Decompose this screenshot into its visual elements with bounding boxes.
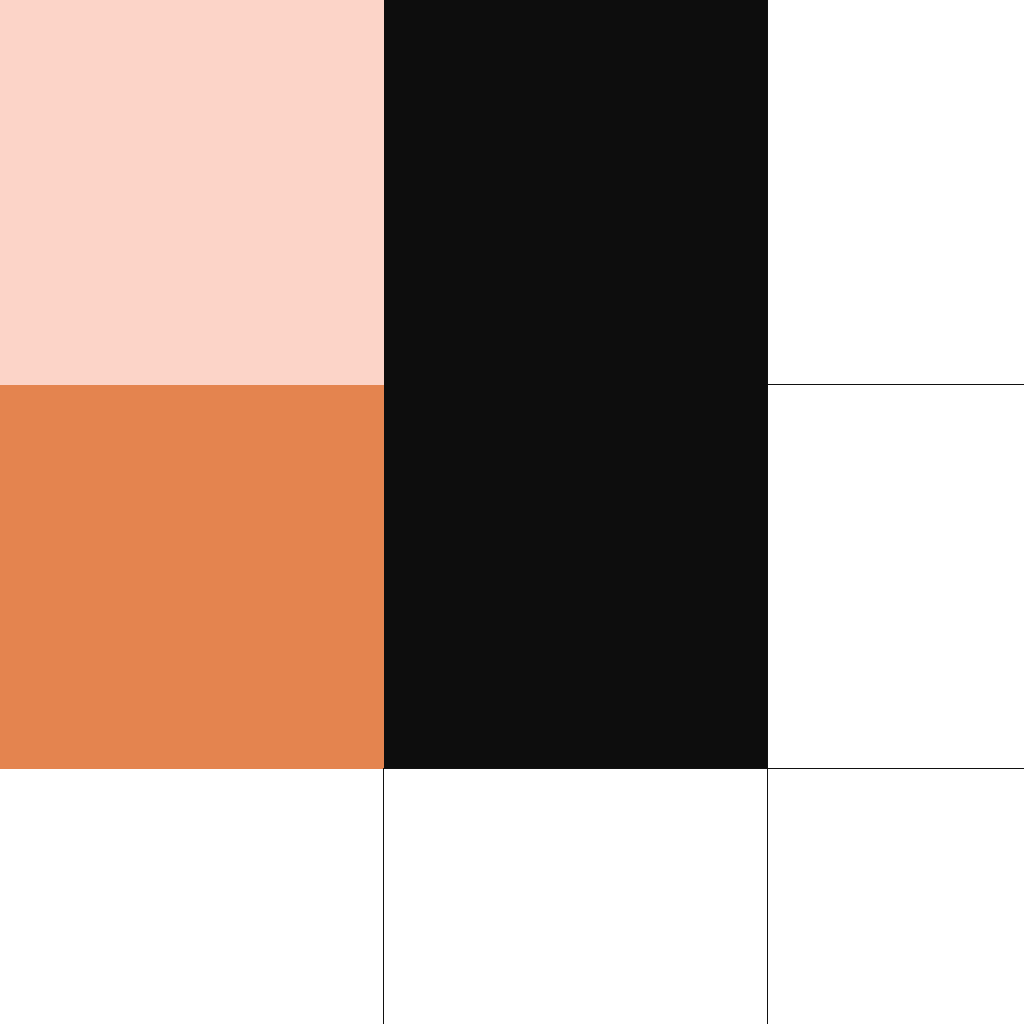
cell-r1-c3 bbox=[768, 0, 1024, 385]
grid-line-vertical-left-bottom bbox=[383, 768, 384, 1024]
cell-r1-c1 bbox=[0, 0, 384, 385]
grid-line-horizontal-bottom bbox=[384, 768, 1024, 769]
cell-r2-c3 bbox=[768, 385, 1024, 769]
cell-r2-c1 bbox=[0, 385, 384, 769]
cell-r3-c1 bbox=[0, 769, 384, 1024]
grid-line-horizontal-right bbox=[768, 384, 1024, 385]
cell-r3-c2 bbox=[384, 769, 768, 1024]
black-block-c2-r1-r2 bbox=[384, 0, 768, 769]
cell-r3-c3 bbox=[768, 769, 1024, 1024]
grid-line-vertical-right bbox=[767, 0, 768, 1024]
